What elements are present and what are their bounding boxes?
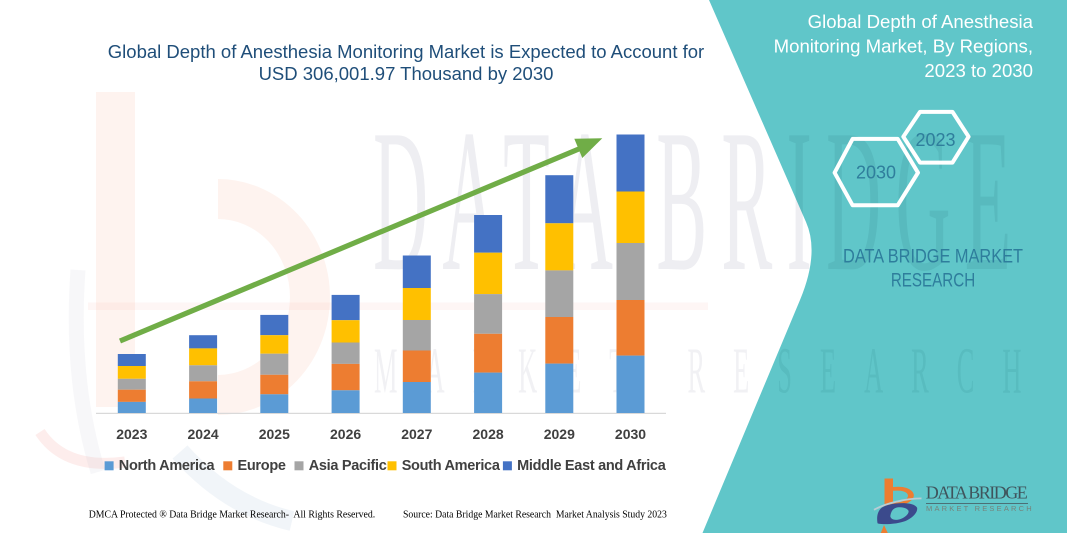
svg-text:Middle East and Africa: Middle East and Africa bbox=[517, 458, 667, 474]
svg-text:2029: 2029 bbox=[544, 426, 575, 442]
svg-text:2023 to 2030: 2023 to 2030 bbox=[924, 60, 1033, 81]
svg-text:Monitoring Market, By Regions,: Monitoring Market, By Regions, bbox=[774, 36, 1033, 57]
svg-text:2030: 2030 bbox=[615, 426, 646, 442]
svg-text:South America: South America bbox=[402, 458, 501, 474]
svg-text:RESEARCH: RESEARCH bbox=[891, 269, 975, 291]
svg-text:Source: Data Bridge Market Res: Source: Data Bridge Market Research Mark… bbox=[403, 509, 667, 521]
svg-text:2030: 2030 bbox=[856, 163, 896, 183]
svg-text:2028: 2028 bbox=[473, 426, 504, 442]
svg-text:2026: 2026 bbox=[330, 426, 361, 442]
svg-text:2024: 2024 bbox=[188, 426, 219, 442]
svg-text:North America: North America bbox=[119, 458, 216, 474]
svg-text:2023: 2023 bbox=[116, 426, 147, 442]
svg-text:DATA BRIDGE: DATA BRIDGE bbox=[926, 483, 1028, 503]
svg-text:MARKET RESEARCH: MARKET RESEARCH bbox=[926, 504, 1034, 513]
svg-text:DMCA Protected ® Data Bridge M: DMCA Protected ® Data Bridge Market Rese… bbox=[89, 509, 375, 521]
svg-text:Europe: Europe bbox=[238, 458, 286, 474]
svg-text:DATA BRIDGE MARKET: DATA BRIDGE MARKET bbox=[843, 245, 1023, 266]
svg-text:Global Depth of Anesthesia Mon: Global Depth of Anesthesia Monitoring Ma… bbox=[108, 41, 704, 62]
svg-text:USD 306,001.97 Thousand by 203: USD 306,001.97 Thousand by 2030 bbox=[259, 63, 554, 84]
svg-text:2025: 2025 bbox=[259, 426, 290, 442]
svg-text:2023: 2023 bbox=[915, 130, 955, 150]
svg-text:2027: 2027 bbox=[401, 426, 432, 442]
svg-text:Global Depth of Anesthesia: Global Depth of Anesthesia bbox=[808, 11, 1034, 32]
svg-text:Asia Pacific: Asia Pacific bbox=[309, 458, 387, 474]
